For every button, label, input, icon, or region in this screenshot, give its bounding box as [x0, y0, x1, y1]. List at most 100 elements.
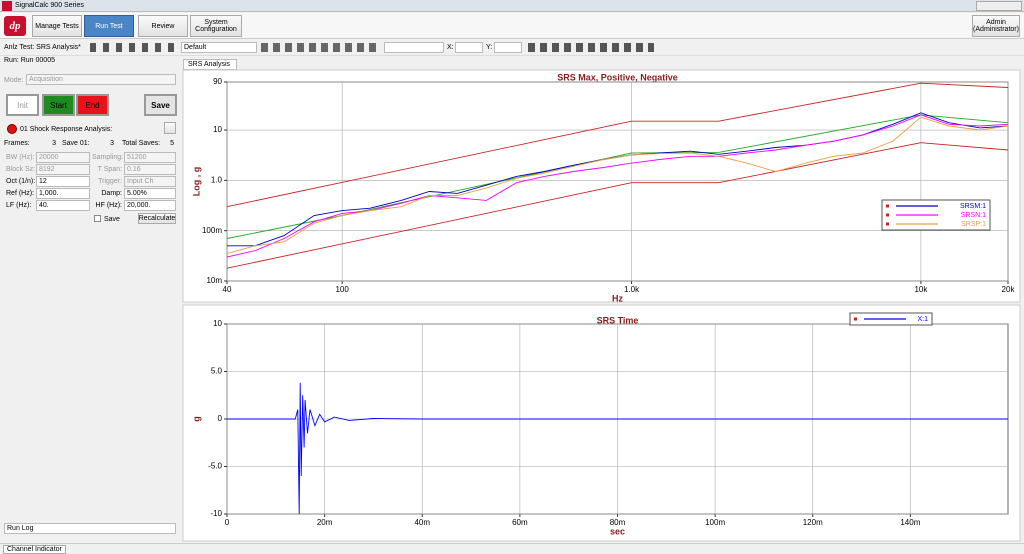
toolbar-icons[interactable]: [90, 43, 178, 52]
recalculate-button[interactable]: Recalculate: [138, 213, 176, 224]
nav-button[interactable]: System Configuration: [190, 15, 242, 37]
x-tick-label: 60m: [512, 518, 528, 527]
channel-select[interactable]: [384, 42, 444, 53]
save-check-label: Save: [104, 216, 120, 223]
setting-label: Trigger:: [98, 178, 122, 185]
run-log[interactable]: Run Log: [4, 523, 176, 534]
counter-value: 3: [52, 140, 56, 147]
section-title: 01 Shock Response Analysis:: [20, 126, 113, 133]
mode-select[interactable]: Acquisition: [26, 74, 176, 85]
mode-label: Mode:: [4, 77, 24, 84]
y-tick-label: 10m: [206, 276, 222, 285]
left-panel: Mode: Acquisition Init Start End Save 01 Shock…: [4, 72, 180, 232]
x-tick-label: 120m: [803, 518, 823, 527]
counter-value: 3: [110, 140, 114, 147]
x-axis-title: sec: [610, 526, 625, 536]
setting-input[interactable]: 5.00%: [124, 188, 176, 199]
toolbar-icons[interactable]: [261, 43, 379, 52]
title-bar: SignalCalc 900 Series: [0, 0, 1024, 12]
nav-button[interactable]: Manage Tests: [32, 15, 82, 37]
setting-input[interactable]: 8192: [36, 164, 90, 175]
counter-value: 5: [170, 140, 174, 147]
run-name: Run: Run 00005: [4, 57, 55, 64]
legend-label: SRSM:1: [960, 203, 986, 210]
user-button[interactable]: Admin (Administrator): [972, 15, 1020, 37]
setting-input[interactable]: 20000: [36, 152, 90, 163]
legend-icon: [886, 213, 889, 217]
legend-label: SRSP:1: [961, 221, 986, 228]
setting-label: LF (Hz):: [6, 202, 32, 209]
control-button[interactable]: End: [76, 94, 109, 116]
setting-input[interactable]: 12: [36, 176, 90, 187]
y-tick-label: 10: [213, 319, 222, 328]
x-select[interactable]: [455, 42, 483, 53]
y-tick-label: 0: [218, 414, 223, 423]
legend-label: X:1: [917, 316, 928, 323]
setting-input[interactable]: 0.16: [124, 164, 176, 175]
y-tick-label: -5.0: [208, 462, 222, 471]
y-axis-title: g: [191, 416, 201, 422]
setting-label: Damp:: [101, 190, 122, 197]
x-tick-label: 0: [225, 518, 230, 527]
x-tick-label: 80m: [610, 518, 626, 527]
setting-input[interactable]: 20,000.: [124, 200, 176, 211]
setting-input[interactable]: Input Ch: [124, 176, 176, 187]
y-tick-label: -10: [210, 509, 222, 518]
toolbar-icons[interactable]: [528, 43, 654, 52]
legend-icon: [886, 204, 889, 208]
setting-label: T Span:: [97, 166, 122, 173]
preset-select[interactable]: Default: [181, 42, 257, 53]
x-tick-label: 40: [223, 285, 232, 294]
y-tick-label: 1.0: [211, 175, 223, 184]
setting-input[interactable]: 51200: [124, 152, 176, 163]
legend-icon: [854, 317, 857, 321]
series-line: [226, 116, 1009, 255]
app-icon: [2, 1, 12, 11]
x-tick-label: 100m: [705, 518, 725, 527]
collapse-button[interactable]: [164, 122, 176, 134]
control-button[interactable]: Init: [6, 94, 39, 116]
x-tick-label: 20m: [317, 518, 333, 527]
y-tick-label: 90: [213, 77, 222, 86]
setting-input[interactable]: 40.: [36, 200, 90, 211]
x-tick-label: 100: [335, 285, 349, 294]
setting-input[interactable]: 1,000.: [36, 188, 90, 199]
logo: dp: [4, 16, 26, 36]
series-line: [226, 142, 1009, 269]
y-select[interactable]: [494, 42, 522, 53]
nav-bar: dp Manage Tests Run Test Review System C…: [0, 13, 1024, 39]
chart-title: SRS Time: [597, 315, 639, 325]
x-label: X:: [447, 44, 454, 51]
x-axis-title: Hz: [612, 293, 623, 303]
nav-button[interactable]: Review: [138, 15, 188, 37]
x-tick-label: 1.0k: [624, 285, 640, 294]
test-name: Anlz Test: SRS Analysis*: [4, 44, 81, 51]
setting-label: Sampling:: [92, 154, 124, 161]
y-tick-label: 5.0: [211, 367, 223, 376]
toolbar: Anlz Test: SRS Analysis* Default X: Y:: [0, 40, 1024, 56]
setting-label: Ref (Hz):: [6, 190, 34, 197]
chart-title: SRS Max, Positive, Negative: [557, 72, 678, 82]
counter-label: Total Saves:: [122, 140, 161, 147]
section-icon: [7, 124, 17, 134]
control-button[interactable]: Save: [144, 94, 177, 116]
save-checkbox[interactable]: [94, 215, 101, 222]
y-tick-label: 100m: [202, 226, 222, 235]
legend-icon: [886, 222, 889, 226]
y-tick-label: 10: [213, 125, 222, 134]
setting-label: Block Sz:: [6, 166, 36, 173]
setting-label: BW (Hz):: [6, 154, 35, 161]
nav-button[interactable]: Run Test: [84, 15, 134, 37]
counter-label: Save 01:: [62, 140, 90, 147]
series-line: [226, 82, 1009, 208]
plot-area: [226, 81, 1009, 282]
legend-label: SRSN:1: [961, 212, 986, 219]
series-line: [226, 114, 1009, 258]
x-tick-label: 140m: [900, 518, 920, 527]
window-controls[interactable]: [976, 1, 1022, 11]
y-axis-title: Log , g: [191, 167, 201, 197]
control-button[interactable]: Start: [42, 94, 75, 116]
series-line: [227, 382, 1008, 515]
